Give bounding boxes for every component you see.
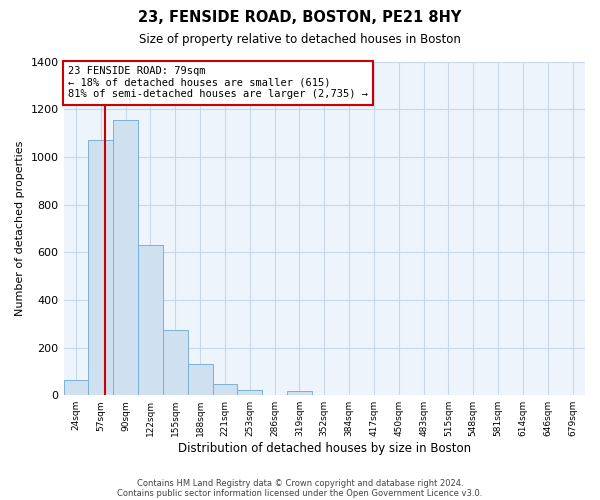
Bar [88,140,113,395]
Text: Contains public sector information licensed under the Open Government Licence v3: Contains public sector information licen… [118,488,482,498]
Y-axis label: Number of detached properties: Number of detached properties [15,140,25,316]
Text: 23 FENSIDE ROAD: 79sqm
← 18% of detached houses are smaller (615)
81% of semi-de: 23 FENSIDE ROAD: 79sqm ← 18% of detached… [68,66,368,100]
Text: 23, FENSIDE ROAD, BOSTON, PE21 8HY: 23, FENSIDE ROAD, BOSTON, PE21 8HY [139,10,461,25]
Bar [188,364,212,395]
Text: Size of property relative to detached houses in Boston: Size of property relative to detached ho… [139,32,461,46]
Bar [287,391,312,395]
Bar [212,384,238,395]
Bar [113,120,138,395]
Bar [238,390,262,395]
Bar [138,245,163,395]
Bar [64,380,88,395]
Bar [163,330,188,395]
X-axis label: Distribution of detached houses by size in Boston: Distribution of detached houses by size … [178,442,471,455]
Text: Contains HM Land Registry data © Crown copyright and database right 2024.: Contains HM Land Registry data © Crown c… [137,478,463,488]
